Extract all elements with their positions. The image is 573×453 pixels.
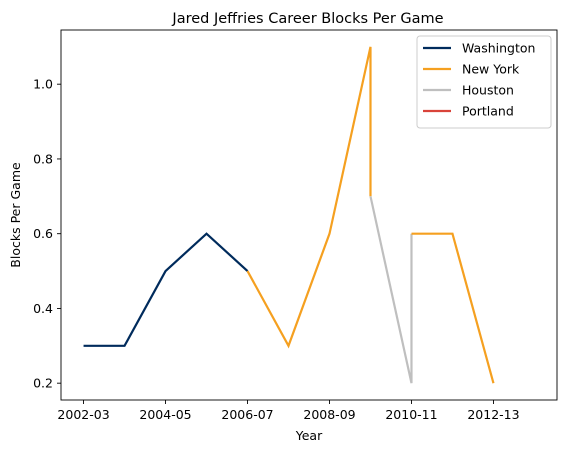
series-line-new-york-1 (246, 46, 372, 349)
y-tick-label: 0.4 (33, 301, 53, 316)
x-tick-label: 2002-03 (57, 407, 109, 422)
legend-label-washington: Washington (462, 41, 535, 56)
legend-label-houston: Houston (462, 83, 514, 98)
series-line-washington-0 (83, 232, 249, 347)
x-tick-label: 2008-09 (303, 407, 355, 422)
x-axis-title: Year (295, 428, 323, 443)
x-tick-label: 2006-07 (221, 407, 273, 422)
chart-title: Jared Jeffries Career Blocks Per Game (171, 11, 443, 27)
series-line-new-york-3 (411, 232, 495, 384)
legend-box (416, 35, 552, 129)
x-tick-label: 2012-13 (467, 407, 519, 422)
legend-label-new-york: New York (462, 62, 520, 77)
y-axis-title: Blocks Per Game (8, 162, 23, 268)
legend-label-portland: Portland (462, 104, 514, 119)
y-tick-label: 0.8 (33, 151, 53, 166)
y-tick-label: 0.6 (33, 226, 53, 241)
y-tick-label: 0.2 (33, 376, 53, 391)
y-tick-label: 1.0 (33, 77, 53, 92)
x-tick-label: 2004-05 (139, 407, 191, 422)
x-tick-label: 2010-11 (385, 407, 437, 422)
legend: Washington New York Houston Portland (416, 35, 552, 129)
series-line-houston-2 (369, 196, 413, 384)
plot-area-frame (60, 29, 558, 401)
